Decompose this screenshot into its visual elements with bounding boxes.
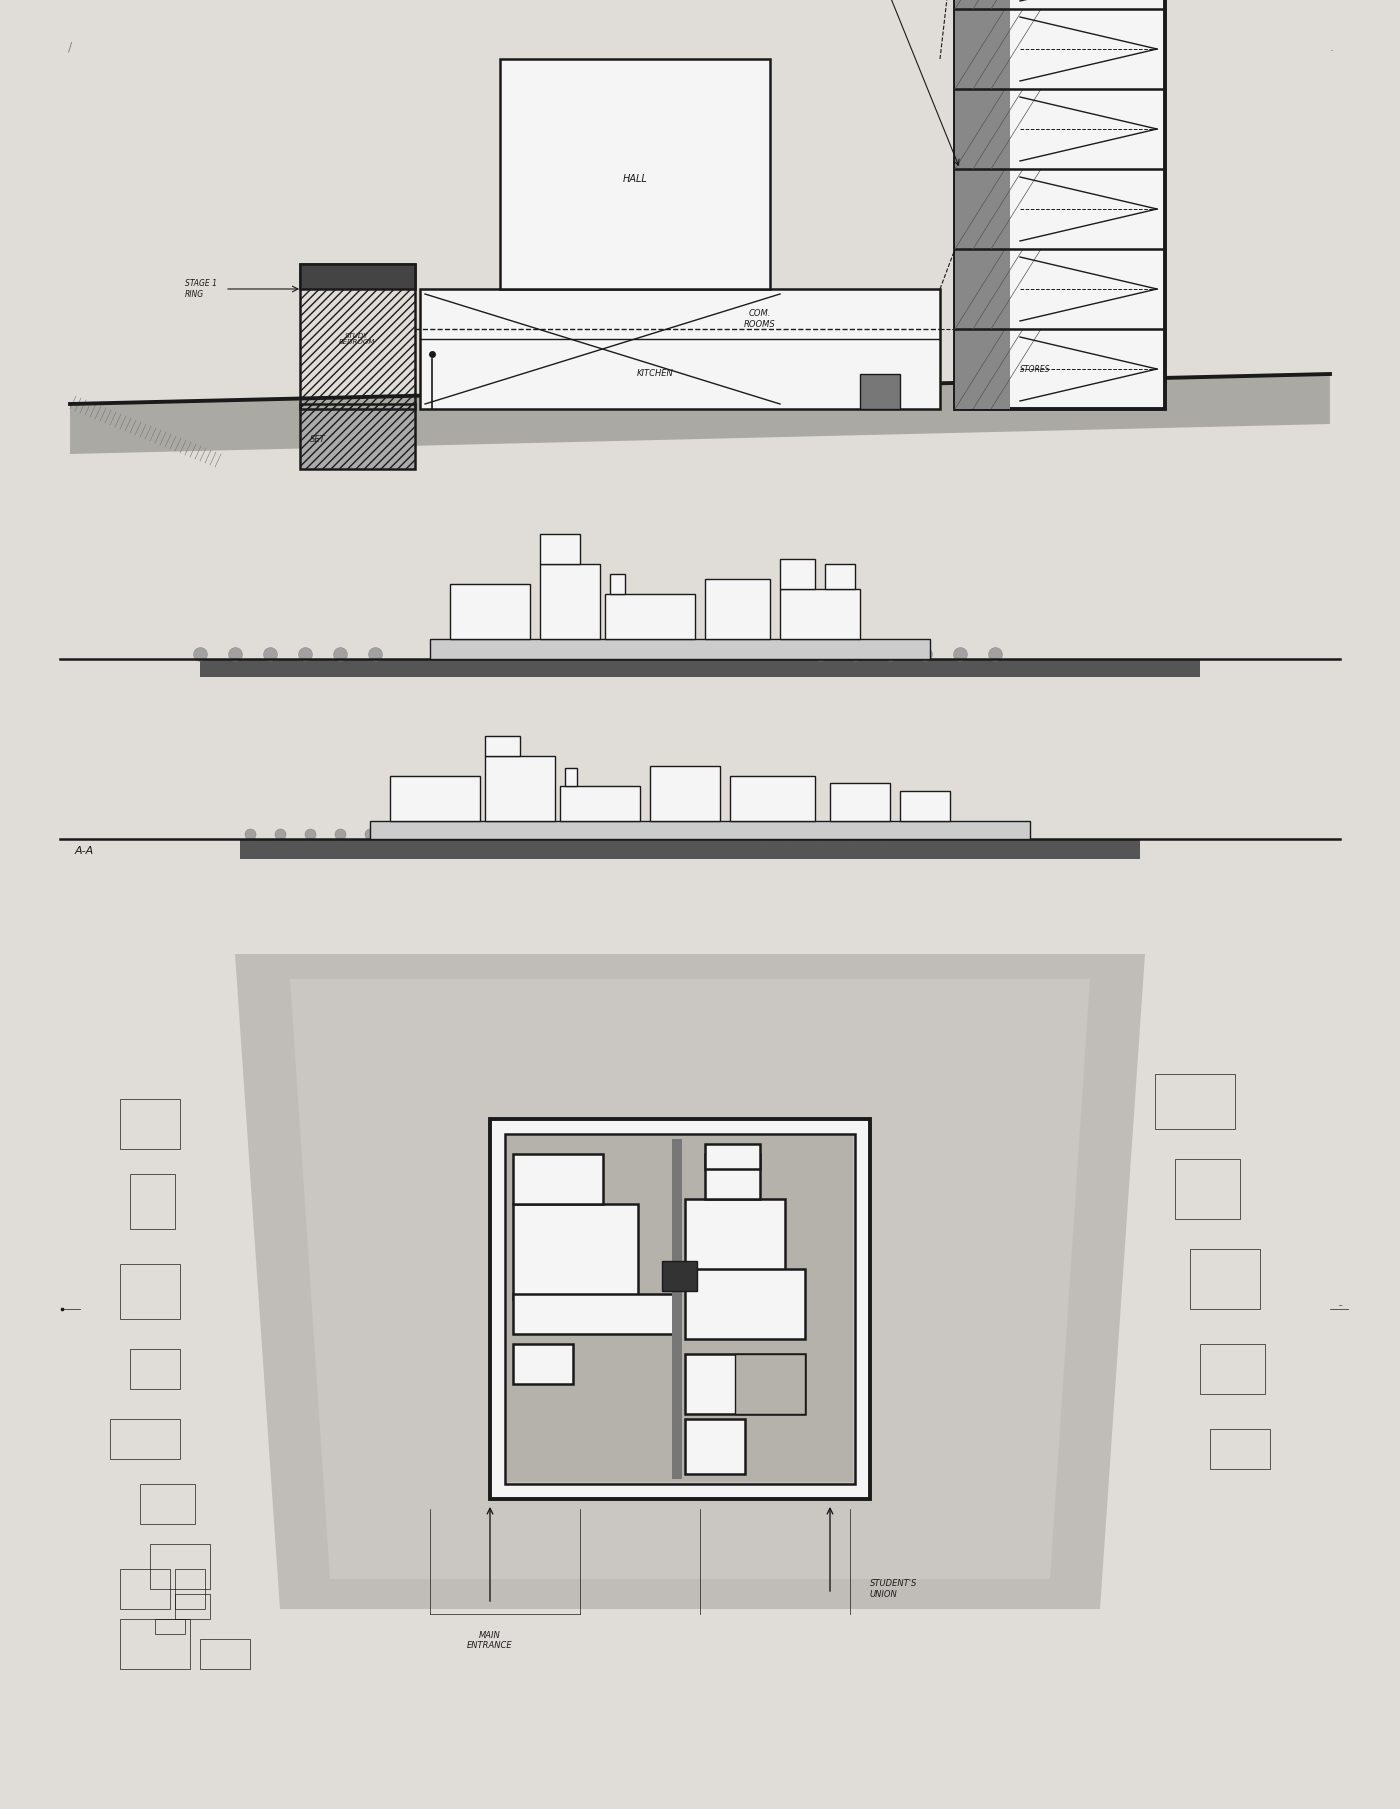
Bar bbox=[512, 1154, 603, 1205]
Bar bbox=[610, 573, 624, 593]
Bar bbox=[706, 579, 770, 639]
Bar bbox=[120, 1264, 181, 1319]
Bar bbox=[120, 1100, 181, 1149]
Bar bbox=[430, 639, 930, 658]
Bar bbox=[735, 1353, 805, 1415]
Bar bbox=[484, 736, 519, 756]
Text: STORES: STORES bbox=[1021, 364, 1050, 373]
Bar bbox=[1175, 1160, 1240, 1219]
Bar bbox=[735, 1353, 805, 1415]
Bar bbox=[605, 593, 694, 639]
Bar bbox=[650, 765, 720, 821]
Bar bbox=[300, 264, 414, 409]
Bar bbox=[512, 1344, 573, 1384]
Bar bbox=[540, 564, 601, 639]
Bar bbox=[830, 783, 890, 821]
Bar bbox=[111, 1418, 181, 1460]
Text: COM.
ROOMS: COM. ROOMS bbox=[745, 309, 776, 329]
Polygon shape bbox=[235, 953, 1145, 1608]
Bar bbox=[955, 9, 1009, 89]
Bar bbox=[685, 1268, 805, 1339]
Bar bbox=[955, 0, 1009, 9]
Bar bbox=[1200, 1344, 1266, 1395]
Bar bbox=[420, 289, 939, 409]
Bar bbox=[239, 839, 1140, 859]
Bar bbox=[512, 1293, 673, 1333]
Bar bbox=[140, 1483, 195, 1523]
Text: STUDY
BEDROOM: STUDY BEDROOM bbox=[339, 333, 375, 346]
Bar bbox=[200, 658, 1200, 677]
Bar bbox=[155, 1619, 185, 1634]
Bar bbox=[1190, 1248, 1260, 1310]
Bar bbox=[130, 1174, 175, 1228]
Text: .: . bbox=[1330, 42, 1334, 54]
Text: MAIN
ENTRANCE: MAIN ENTRANCE bbox=[468, 1632, 512, 1650]
Bar bbox=[175, 1594, 210, 1619]
Bar bbox=[672, 1140, 682, 1480]
Bar bbox=[1210, 1429, 1270, 1469]
Text: STUDENT'S
UNION: STUDENT'S UNION bbox=[869, 1579, 917, 1599]
Bar bbox=[780, 590, 860, 639]
Bar bbox=[560, 785, 640, 821]
Bar bbox=[370, 821, 1030, 839]
Bar bbox=[200, 1639, 251, 1670]
Bar bbox=[955, 168, 1009, 250]
Text: STAGE 1
RING: STAGE 1 RING bbox=[185, 279, 217, 298]
Bar bbox=[507, 1136, 853, 1482]
Bar bbox=[706, 1143, 760, 1169]
Bar bbox=[685, 1353, 805, 1415]
Polygon shape bbox=[70, 374, 1330, 454]
Text: HALL: HALL bbox=[623, 174, 647, 185]
Bar bbox=[825, 564, 855, 590]
Bar bbox=[130, 1350, 181, 1389]
Text: A-A: A-A bbox=[76, 847, 94, 856]
Bar bbox=[490, 1120, 869, 1500]
Bar bbox=[706, 1154, 760, 1199]
Bar bbox=[900, 791, 951, 821]
Bar bbox=[391, 776, 480, 821]
Bar bbox=[955, 89, 1009, 168]
Bar bbox=[780, 559, 815, 590]
Text: _: _ bbox=[1338, 1299, 1341, 1306]
Bar bbox=[120, 1568, 169, 1608]
Bar bbox=[175, 1568, 204, 1608]
Bar bbox=[685, 1199, 785, 1290]
Bar bbox=[1155, 1075, 1235, 1129]
Bar bbox=[505, 1134, 855, 1483]
Bar bbox=[449, 584, 531, 639]
Bar bbox=[729, 776, 815, 821]
Bar bbox=[955, 0, 1165, 409]
Bar bbox=[120, 1619, 190, 1670]
Polygon shape bbox=[290, 979, 1091, 1579]
Bar bbox=[955, 329, 1009, 409]
Bar bbox=[540, 534, 580, 564]
Bar bbox=[500, 60, 770, 289]
Bar bbox=[50, 369, 1350, 689]
Bar bbox=[860, 374, 900, 409]
Bar bbox=[484, 756, 554, 821]
Bar bbox=[150, 1545, 210, 1588]
Text: KITCHEN: KITCHEN bbox=[637, 369, 673, 378]
Bar bbox=[300, 403, 414, 469]
Bar bbox=[955, 250, 1009, 329]
Bar bbox=[512, 1205, 638, 1299]
Bar bbox=[662, 1261, 697, 1292]
Text: /: / bbox=[69, 42, 73, 54]
Bar bbox=[300, 264, 414, 289]
Bar bbox=[685, 1418, 745, 1474]
Bar bbox=[566, 769, 577, 785]
Text: SET: SET bbox=[309, 434, 326, 443]
Bar bbox=[300, 403, 414, 469]
